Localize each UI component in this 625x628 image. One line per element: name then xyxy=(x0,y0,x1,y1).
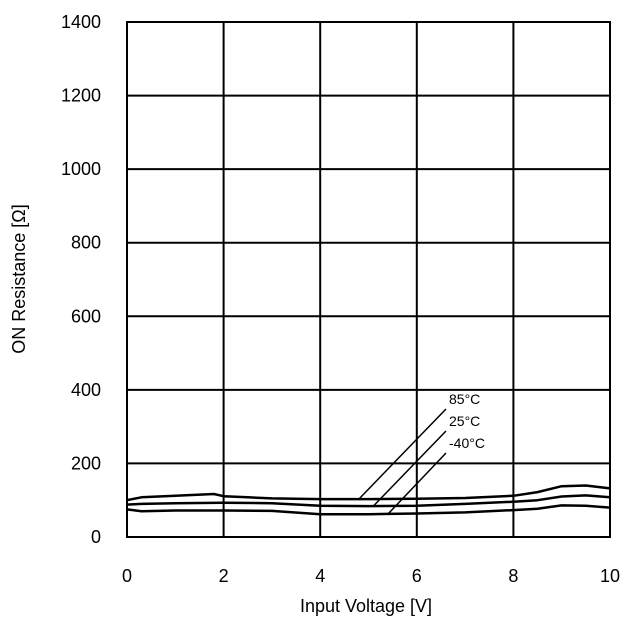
annotation-label-1: 25°C xyxy=(449,413,480,429)
x-tick-label-4: 8 xyxy=(508,566,518,586)
tick-labels: 0 2 4 6 8 10 0 200 400 600 800 1000 1200 1400 xyxy=(61,12,620,586)
annotation-label-2: -40°C xyxy=(449,435,485,451)
x-tick-label-1: 2 xyxy=(219,566,229,586)
x-tick-label-0: 0 xyxy=(122,566,132,586)
y-tick-label-7: 1400 xyxy=(61,12,101,32)
x-tick-label-5: 10 xyxy=(600,566,620,586)
y-axis-label: ON Resistance [Ω] xyxy=(9,204,29,354)
y-tick-label-4: 800 xyxy=(71,233,101,253)
annotations: 85°C 25°C -40°C xyxy=(358,391,485,515)
y-tick-label-1: 200 xyxy=(71,453,101,473)
x-tick-label-2: 4 xyxy=(315,566,325,586)
y-tick-label-3: 600 xyxy=(71,306,101,326)
x-axis-label: Input Voltage [V] xyxy=(300,596,432,616)
series-line-40C xyxy=(126,504,611,516)
annotation-leader-1 xyxy=(372,430,447,507)
annotation-leader-2 xyxy=(387,452,447,515)
annotation-leader-0 xyxy=(358,408,447,500)
grid xyxy=(126,21,611,538)
series-group xyxy=(126,484,611,516)
series-line-25C xyxy=(126,494,611,508)
y-tick-label-5: 1000 xyxy=(61,159,101,179)
y-tick-label-2: 400 xyxy=(71,380,101,400)
y-tick-label-0: 0 xyxy=(91,527,101,547)
series-line-85C xyxy=(126,484,611,502)
y-tick-label-6: 1200 xyxy=(61,86,101,106)
plot-frame xyxy=(126,21,611,538)
annotation-label-0: 85°C xyxy=(449,391,480,407)
x-tick-label-3: 6 xyxy=(412,566,422,586)
